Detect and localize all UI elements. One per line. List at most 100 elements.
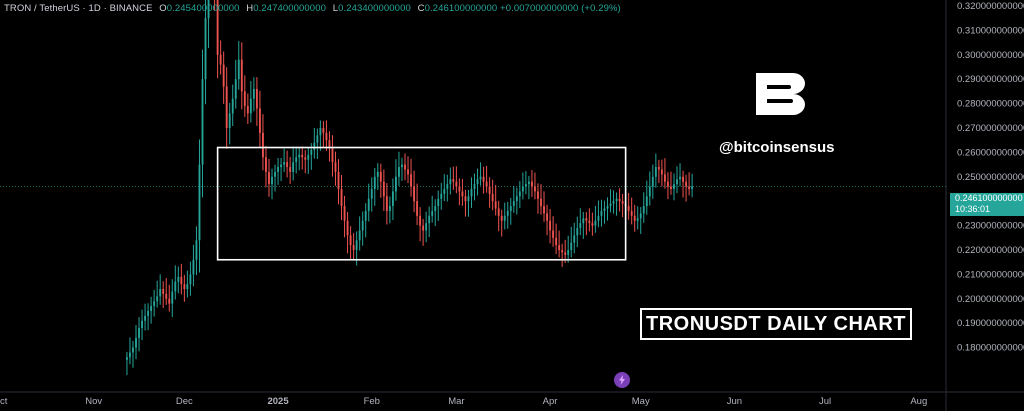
- candle-body: [358, 230, 361, 241]
- price-tick-label: 0.280000000000: [957, 99, 1024, 110]
- candle-body: [476, 179, 479, 185]
- candle-body: [391, 191, 394, 207]
- candle-body: [295, 157, 298, 163]
- candle-body: [663, 174, 666, 182]
- candle-body: [422, 225, 425, 231]
- candle-body: [437, 198, 440, 207]
- candle-body: [231, 98, 234, 114]
- candle-body: [310, 149, 313, 155]
- candle-body: [645, 196, 648, 207]
- low-label: L: [332, 3, 339, 14]
- candle-body: [452, 179, 455, 182]
- candle-body: [497, 208, 500, 216]
- candle-body: [255, 88, 258, 109]
- candle-body: [670, 186, 672, 189]
- candle-body: [627, 206, 630, 211]
- candle-body: [464, 196, 467, 202]
- candle-body: [240, 59, 243, 92]
- candle-body: [141, 320, 143, 329]
- candle-body: [156, 296, 159, 302]
- candle-body: [618, 198, 621, 202]
- candle-body: [413, 186, 416, 202]
- candle-body: [455, 181, 458, 187]
- candle-body: [685, 181, 688, 187]
- high-value: 0.247400000000: [253, 3, 326, 14]
- candle-body: [367, 198, 370, 211]
- candle-body: [132, 347, 134, 353]
- candle-body: [352, 245, 355, 250]
- last-price-value: 0.246100000000: [955, 193, 1023, 203]
- candle-body: [479, 176, 482, 180]
- candle-body: [316, 135, 319, 143]
- price-tick-label: 0.290000000000: [957, 74, 1024, 85]
- open-label: O: [159, 3, 167, 14]
- candle-body: [434, 206, 437, 211]
- candle-body: [174, 281, 177, 292]
- candle-body: [576, 228, 579, 236]
- candle-body: [222, 64, 225, 87]
- candle-body: [286, 162, 289, 168]
- time-tick-label: 2025: [267, 396, 289, 407]
- candle-body: [527, 181, 530, 185]
- price-tick-label: 0.260000000000: [957, 147, 1024, 158]
- candle-body: [446, 184, 449, 189]
- candle-body: [162, 289, 165, 294]
- bolt-icon[interactable]: [614, 372, 630, 388]
- candle-body: [470, 189, 473, 197]
- candle-body: [573, 235, 576, 243]
- candle-body: [298, 154, 301, 158]
- candle-body: [313, 142, 316, 150]
- price-axis: 0.320000000000 0.310000000000 0.3000000000…: [957, 1, 1024, 354]
- candle-body: [642, 206, 645, 214]
- price-tick-label: 0.310000000000: [957, 25, 1024, 36]
- candle-body: [343, 206, 346, 221]
- price-tick-label: 0.220000000000: [957, 245, 1024, 256]
- candle-body: [361, 220, 364, 231]
- candle-body: [509, 206, 512, 211]
- candle-body: [552, 230, 555, 238]
- candle-body: [410, 174, 412, 187]
- candle-body: [600, 210, 603, 216]
- candle-body: [322, 128, 325, 133]
- symbol-info[interactable]: TRON / TetherUS · 1D · BINANCE: [4, 3, 153, 14]
- candle-body: [159, 289, 162, 297]
- price-tick-label: 0.230000000000: [957, 221, 1024, 232]
- candle-body: [198, 164, 201, 241]
- candle-body: [349, 235, 352, 246]
- candle-body: [376, 171, 379, 177]
- candle-body: [633, 215, 636, 221]
- high-label: H: [246, 3, 254, 14]
- candle-body: [682, 176, 684, 182]
- time-tick-label: Dec: [176, 396, 193, 407]
- candle-body: [307, 154, 310, 160]
- candle-body: [364, 210, 367, 221]
- candle-body: [654, 167, 657, 177]
- candle-body: [186, 284, 189, 290]
- candle-body: [195, 240, 198, 260]
- candle-body: [543, 206, 545, 214]
- candle-body: [243, 91, 246, 107]
- price-tick-label: 0.200000000000: [957, 294, 1024, 305]
- candle-body: [246, 106, 249, 114]
- chart-title-box: TRONUSDT DAILY CHART: [640, 308, 912, 340]
- candle-body: [144, 315, 147, 321]
- candle-body: [225, 86, 228, 128]
- bitcoinsensus-b-logo-icon: [756, 73, 805, 115]
- price-tick-label: 0.250000000000: [957, 172, 1024, 183]
- candle-body: [301, 154, 304, 158]
- time-tick-label: Apr: [543, 396, 558, 407]
- candle-body: [237, 59, 240, 80]
- candle-body: [521, 186, 524, 192]
- candle-body: [540, 198, 542, 207]
- candle-body: [126, 357, 128, 360]
- candle-body: [473, 184, 476, 189]
- candle-body: [679, 176, 681, 180]
- candle-body: [597, 215, 600, 221]
- candle-body: [177, 276, 180, 282]
- candle-body: [688, 186, 691, 189]
- candle-body: [129, 352, 131, 358]
- ohlc-legend: TRON / TetherUS · 1D · BINANCE O0.245400…: [4, 3, 621, 14]
- candle-body: [506, 210, 509, 216]
- price-tick-label: 0.180000000000: [957, 343, 1024, 354]
